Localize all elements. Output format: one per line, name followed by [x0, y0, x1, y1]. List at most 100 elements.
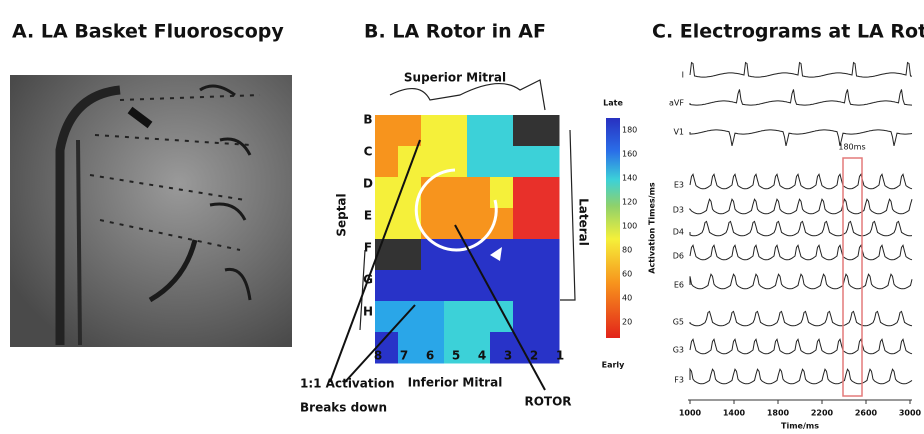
colorbar-label: Late [603, 99, 623, 108]
label: Lateral [577, 198, 591, 246]
panel-title: C. Electrograms at LA Rotor [652, 21, 924, 43]
lead-label: G5 [673, 318, 684, 327]
annotation: Breaks down [300, 401, 387, 415]
column-label: 4 [478, 349, 486, 363]
panel-title: B. LA Rotor in AF [364, 21, 546, 43]
fluoroscopy-image [10, 75, 292, 347]
map-cell [444, 177, 468, 209]
colorbar-tick: 40 [622, 294, 632, 303]
lead-label: G3 [673, 346, 684, 355]
lead-label: E6 [674, 281, 684, 290]
colorbar-tick: 120 [622, 198, 637, 207]
rotor-map [375, 115, 560, 364]
colorbar-label: Early [602, 361, 626, 370]
trace [690, 63, 912, 78]
annotation: 1:1 Activation [300, 377, 394, 391]
row-label: F [364, 241, 372, 255]
map-cell [536, 270, 560, 302]
map-cell [421, 115, 445, 147]
lead-label: D4 [673, 228, 684, 237]
map-cell [421, 301, 445, 333]
map-cell [536, 115, 560, 147]
colorbar-tick: 60 [622, 270, 632, 279]
colorbar-tick: 180 [622, 126, 637, 135]
time-ticks: 100014001800220026003000 [679, 400, 922, 418]
trace [690, 199, 912, 214]
tick-label: 2600 [855, 409, 878, 418]
trace [690, 339, 912, 354]
trace [690, 174, 912, 189]
lead-label: aVF [669, 99, 684, 108]
trace [690, 311, 912, 325]
trace [690, 369, 912, 384]
column-label: 8 [374, 349, 382, 363]
trace [690, 245, 912, 259]
lead-label: F3 [674, 376, 684, 385]
label: Septal [335, 193, 349, 236]
map-cell [513, 115, 537, 147]
column-label: 6 [426, 349, 434, 363]
row-label: H [363, 305, 373, 319]
map-cell [444, 270, 468, 302]
lead-label: E3 [674, 181, 684, 190]
map-cell [375, 146, 399, 178]
marker-label: 180ms [838, 143, 865, 152]
tick-label: 2200 [811, 409, 834, 418]
map-cell [467, 270, 491, 302]
tick-label: 3000 [899, 409, 922, 418]
map-cell [375, 270, 399, 302]
colorbar-tick: 140 [622, 174, 637, 183]
map-cell [467, 115, 491, 147]
row-label: G [363, 273, 373, 287]
map-cell [444, 208, 468, 240]
map-cell [421, 177, 445, 209]
annotation: ROTOR [524, 395, 571, 409]
map-cell [467, 301, 491, 333]
row-label: E [364, 209, 372, 223]
column-label: 7 [400, 349, 408, 363]
trace [690, 221, 912, 235]
map-cell [398, 239, 422, 271]
colorbar-title: Activation Times/ms [648, 182, 657, 274]
map-cell [536, 146, 560, 178]
row-label: D [363, 177, 373, 191]
map-cell [375, 115, 399, 147]
label: Inferior Mitral [408, 376, 503, 390]
lead-label: D3 [673, 206, 684, 215]
tick-label: 1400 [723, 409, 746, 418]
panel-title: A. LA Basket Fluoroscopy [12, 21, 284, 43]
map-cell [513, 301, 537, 333]
trace [690, 130, 912, 146]
axis-label: Time/ms [781, 422, 819, 431]
map-cell [513, 146, 537, 178]
map-cell [444, 239, 468, 271]
map-cell [398, 146, 422, 178]
map-cell [444, 301, 468, 333]
map-cell [398, 115, 422, 147]
map-cell [467, 146, 491, 178]
column-label: 2 [530, 349, 538, 363]
map-cell [490, 115, 514, 147]
map-cell [398, 301, 422, 333]
colorbar-tick: 20 [622, 318, 632, 327]
colorbar-tick: 100 [622, 222, 637, 231]
map-cell [536, 177, 560, 209]
lead-label: V1 [673, 128, 684, 137]
map-cell [375, 177, 399, 209]
outline [390, 80, 545, 110]
map-cell [398, 270, 422, 302]
lead-label: I [682, 71, 684, 80]
map-cell [513, 239, 537, 271]
map-cell [421, 270, 445, 302]
column-label: 5 [452, 349, 460, 363]
map-cell [490, 177, 514, 209]
map-cell [536, 239, 560, 271]
figure: A. LA Basket Fluoroscopy B. LA Rotor in … [0, 0, 924, 434]
colorbar-tick: 160 [622, 150, 637, 159]
label: Superior Mitral [404, 71, 506, 85]
map-cell [513, 177, 537, 209]
column-label: 3 [504, 349, 512, 363]
map-cell [513, 208, 537, 240]
map-cell [375, 208, 399, 240]
